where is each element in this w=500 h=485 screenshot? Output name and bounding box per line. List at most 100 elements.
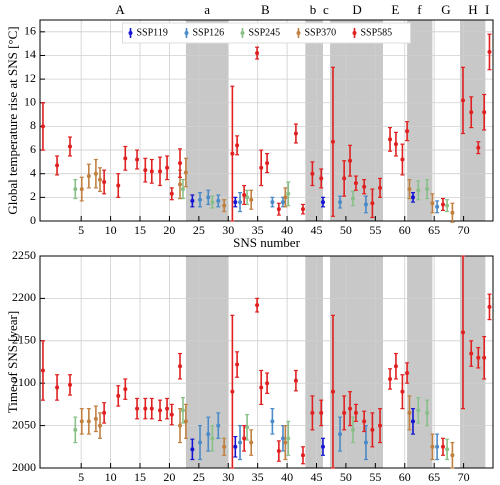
point [265, 381, 270, 386]
error-point [338, 195, 343, 209]
error-point [405, 121, 410, 142]
point [183, 419, 188, 424]
y-tick-label: 6 [30, 142, 36, 156]
error-point [353, 403, 358, 422]
error-point [310, 395, 315, 431]
point [276, 449, 281, 454]
point [388, 376, 393, 381]
shaded-region [460, 20, 486, 221]
point [405, 129, 410, 134]
point [210, 436, 215, 441]
point [73, 187, 78, 192]
error-point [388, 126, 393, 152]
point [342, 410, 347, 415]
error-point [405, 362, 410, 384]
error-point [180, 179, 185, 200]
point [165, 165, 170, 170]
error-point [440, 197, 445, 211]
point [410, 419, 415, 424]
x-tick-label: 30 [222, 470, 234, 484]
point [320, 200, 325, 205]
point [249, 440, 254, 445]
error-point [73, 416, 78, 444]
error-point [330, 66, 335, 217]
point [135, 406, 140, 411]
error-point [445, 438, 450, 461]
error-point [476, 346, 481, 369]
error-point [86, 408, 91, 435]
y-tick-label: 2 [30, 189, 36, 203]
point [400, 389, 405, 394]
point [342, 176, 347, 181]
x-tick-label: 65 [428, 470, 440, 484]
error-point [73, 179, 78, 200]
shaded-region [407, 256, 433, 468]
error-point [102, 169, 107, 195]
error-point [293, 369, 298, 392]
error-point [348, 391, 353, 427]
point [400, 157, 405, 162]
point [178, 182, 183, 187]
point [476, 145, 481, 150]
error-point [410, 408, 415, 435]
error-point [416, 180, 421, 201]
error-point [230, 314, 235, 469]
point [40, 368, 45, 373]
error-point [86, 163, 91, 189]
error-point [68, 374, 73, 396]
x-tick-label: 70 [458, 470, 470, 484]
y-tick-label: 14 [24, 47, 36, 61]
point [310, 410, 315, 415]
point [280, 436, 285, 441]
error-point [245, 413, 250, 441]
error-point [283, 425, 288, 461]
error-point [353, 175, 358, 191]
point [362, 419, 367, 424]
error-point [143, 157, 148, 183]
error-point [249, 429, 254, 456]
point [123, 156, 128, 161]
point [98, 423, 103, 428]
region-label: E [391, 2, 399, 17]
error-point [450, 441, 455, 469]
error-point [222, 199, 227, 213]
point [102, 179, 107, 184]
error-point [165, 397, 170, 420]
x-tick-label: 50 [340, 470, 352, 484]
point [238, 440, 243, 445]
error-point [342, 160, 347, 197]
point [330, 389, 335, 394]
point [293, 131, 298, 136]
point [276, 207, 281, 212]
y-tick-label: 2100 [12, 375, 36, 389]
error-point [55, 155, 60, 176]
error-point [249, 189, 254, 210]
point [68, 144, 73, 149]
point [378, 185, 383, 190]
plot-frame [39, 19, 494, 222]
point [233, 444, 238, 449]
point [55, 385, 60, 390]
point [338, 200, 343, 205]
error-point [259, 369, 264, 405]
error-point [93, 158, 98, 189]
point [445, 203, 450, 208]
x-tick-label: 25 [193, 223, 205, 237]
error-point [286, 420, 291, 456]
point [407, 187, 412, 192]
point [68, 382, 73, 387]
x-tick-label: 65 [428, 223, 440, 237]
point [210, 200, 215, 205]
legend-label: SSP119 [137, 27, 168, 38]
point [430, 444, 435, 449]
point [206, 432, 211, 437]
point [123, 387, 128, 392]
error-point [280, 425, 285, 452]
error-point [206, 416, 211, 452]
point [310, 171, 315, 176]
x-tick-label: 70 [458, 223, 470, 237]
point [286, 191, 291, 196]
point [102, 410, 107, 415]
point [158, 408, 163, 413]
